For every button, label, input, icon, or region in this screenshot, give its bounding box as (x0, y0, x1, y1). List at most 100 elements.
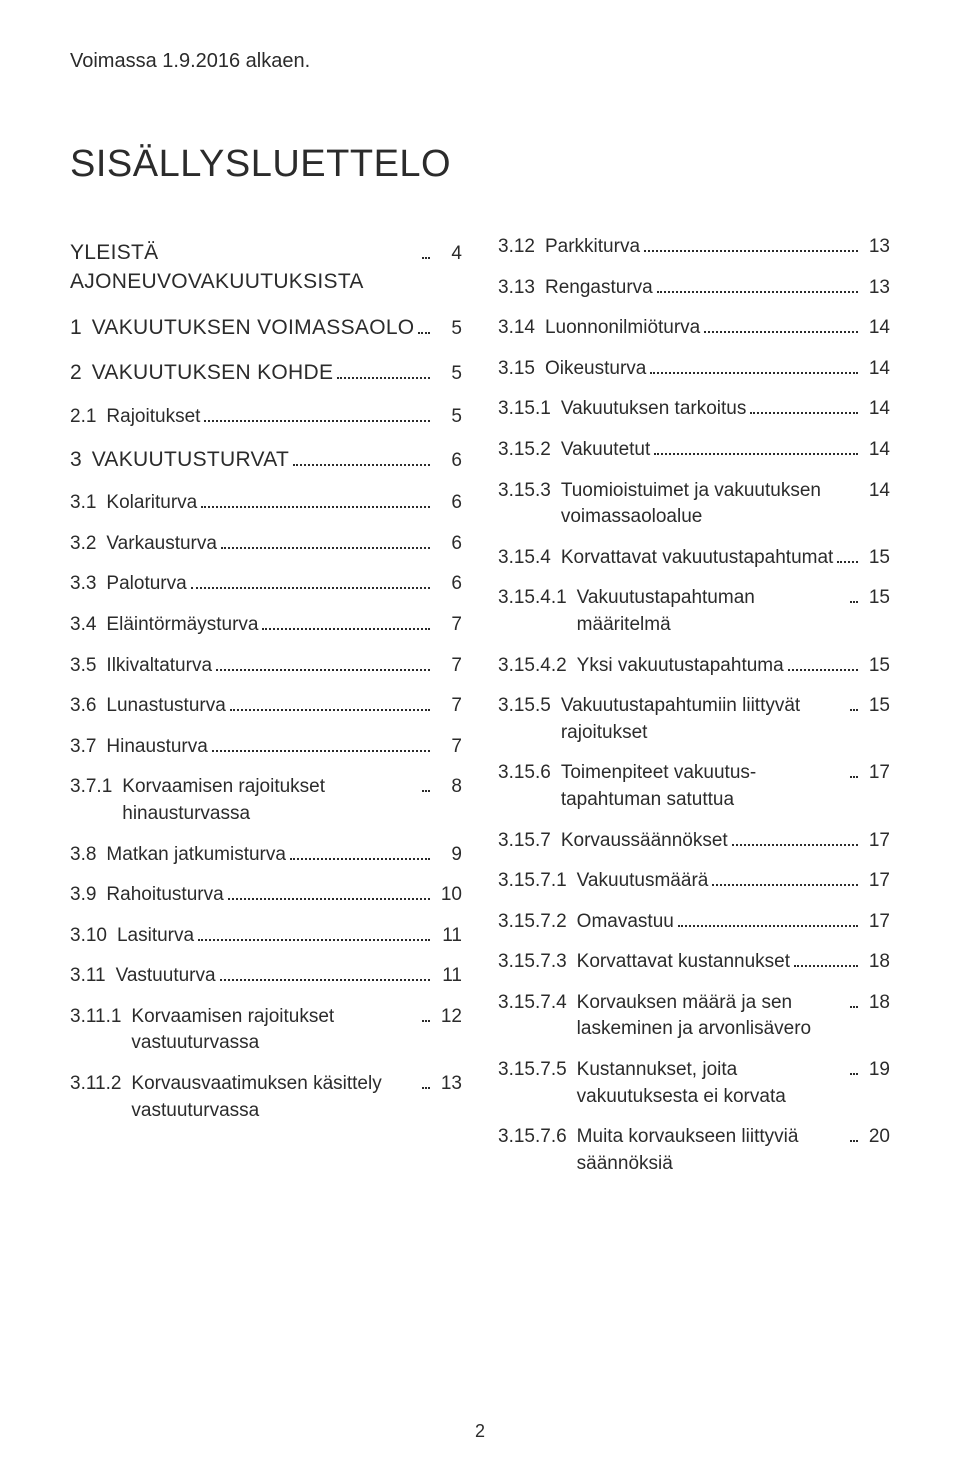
toc-leader (750, 397, 858, 414)
toc-label: Matkan jatkumisturva (106, 842, 286, 869)
toc-title: SISÄLLYSLUETTELO (70, 143, 890, 186)
toc-leader (657, 276, 858, 293)
toc-leader (794, 950, 858, 967)
toc-number: 3 (70, 445, 92, 474)
toc-right-column: 3.12Parkkiturva13 3.13Rengasturva 13 3.14Lu… (498, 234, 890, 1191)
toc-row: 3.15.4Korvattavat vakuutustapahtumat15 (498, 545, 890, 572)
toc-page: 6 (434, 571, 462, 598)
toc-number: 2 (70, 358, 92, 387)
toc-number: 3.13 (498, 275, 545, 302)
toc-row: 3.15.7.4Korvauksen määrä ja sen laskemin… (498, 990, 890, 1043)
toc-page: 15 (862, 585, 890, 612)
toc-row: 3.15.7.3Korvattavat kustannukset18 (498, 949, 890, 976)
toc-row: 3.11Vastuuturva11 (70, 963, 462, 990)
toc-page: 19 (862, 1057, 890, 1084)
toc-page: 17 (862, 868, 890, 895)
toc-number: 3.15.3 (498, 478, 561, 505)
toc-number: 3.6 (70, 693, 106, 720)
toc-row: 3.15.7.1Vakuutusmäärä17 (498, 868, 890, 895)
toc-number: 3.15.7.5 (498, 1057, 577, 1084)
toc-label: Rajoitukset (106, 404, 200, 431)
toc-number: 3.8 (70, 842, 106, 869)
toc-page: 13 (862, 275, 890, 302)
toc-leader (704, 316, 858, 333)
toc-number: 3.15.4.2 (498, 653, 577, 680)
toc-number: 3.14 (498, 315, 545, 342)
toc-number: 3.15.7.6 (498, 1124, 577, 1151)
toc-page: 5 (434, 361, 462, 388)
toc-label: Korvaamisen rajoitukset vastuuturvassa (131, 1004, 418, 1057)
toc-leader (201, 491, 430, 508)
toc-page: 12 (434, 1004, 462, 1031)
toc-leader (678, 910, 858, 927)
toc-number: 3.11 (70, 963, 116, 990)
toc-label: Lunastusturva (106, 693, 225, 720)
toc-page: 13 (862, 234, 890, 261)
toc-label: Vastuuturva (116, 963, 216, 990)
toc-page: 7 (434, 734, 462, 761)
toc-row: 3.15.4.2Yksi vakuutustapahtuma15 (498, 653, 890, 680)
toc-label: Rengasturva (545, 275, 653, 302)
toc-row: 3.15.7.6Muita korvaukseen liittyviä sään… (498, 1124, 890, 1177)
toc-page: 7 (434, 653, 462, 680)
toc-leader (850, 586, 858, 603)
toc-page: 5 (434, 404, 462, 431)
toc-label: Varkausturva (106, 531, 217, 558)
toc-leader (732, 828, 858, 845)
page-number: 2 (0, 1421, 960, 1442)
toc-left-column: Yleistä ajoneuvovakuutuksista4 1Vakuutuks… (70, 234, 462, 1191)
toc-label: Vakuutetut (561, 437, 650, 464)
toc-number: 3.1 (70, 490, 106, 517)
toc-number: 3.15.7.3 (498, 949, 577, 976)
toc-page: 15 (862, 545, 890, 572)
toc-label: Vakuutuksen tarkoitus (561, 396, 747, 423)
toc-number: 3.2 (70, 531, 106, 558)
toc-label: Rahoitusturva (106, 882, 223, 909)
toc-label: Kustannukset, joita vakuutuksesta ei kor… (577, 1057, 846, 1110)
toc-row: 3.2Varkausturva 6 (70, 531, 462, 558)
toc-label: Eläintörmäysturva (106, 612, 258, 639)
toc-number: 3.7 (70, 734, 106, 761)
toc-row: Yleistä ajoneuvovakuutuksista4 (70, 238, 462, 297)
toc-label: Oikeusturva (545, 356, 646, 383)
toc-page: 14 (862, 356, 890, 383)
toc-page: 18 (862, 990, 890, 1017)
toc-leader (644, 235, 858, 252)
toc-leader (418, 317, 430, 334)
toc-number: 3.15.4.1 (498, 585, 577, 612)
toc-number: 3.9 (70, 882, 106, 909)
toc-page: 18 (862, 949, 890, 976)
toc-number: 3.11.1 (70, 1004, 131, 1031)
toc-row: 2.1Rajoitukset5 (70, 404, 462, 431)
toc-label: Korvattavat vakuutustapahtumat (561, 545, 834, 572)
toc-number: 3.5 (70, 653, 106, 680)
toc-label: Paloturva (106, 571, 186, 598)
toc-row: 3.15.4.1Vakuutustapahtuman määritelmä15 (498, 585, 890, 638)
toc-label: Korvausvaatimuksen käsittely vastuuturva… (131, 1071, 418, 1124)
toc-leader (850, 1125, 858, 1142)
toc-number: 1 (70, 313, 92, 342)
toc-row: 3.12Parkkiturva13 (498, 234, 890, 261)
document-page: Voimassa 1.9.2016 alkaen. SISÄLLYSLUETTE… (0, 0, 960, 1466)
toc-row: 3.10Lasiturva11 (70, 923, 462, 950)
toc-row: 3.15.2Vakuutetut14 (498, 437, 890, 464)
toc-leader (198, 924, 430, 941)
toc-page: 14 (862, 396, 890, 423)
toc-number: 3.15.7 (498, 828, 561, 855)
toc-page: 6 (434, 490, 462, 517)
toc-label: Toimenpiteet vakuutus­tapahtuman satuttu… (561, 760, 846, 813)
toc-number: 3.4 (70, 612, 106, 639)
toc-row: 3.15.7.5Kustannukset, joita vakuutuksest… (498, 1057, 890, 1110)
toc-label: Yksi vakuutustapahtuma (577, 653, 784, 680)
toc-number: 3.12 (498, 234, 545, 261)
toc-columns: Yleistä ajoneuvovakuutuksista41Vakuutuks… (70, 234, 890, 1191)
toc-label: Yleistä ajoneuvovakuutuksista (70, 238, 418, 297)
toc-leader (191, 572, 430, 589)
toc-row: 3.15.7.2Omavastuu17 (498, 909, 890, 936)
toc-number: 3.15.7.2 (498, 909, 577, 936)
toc-number: 3.15.6 (498, 760, 561, 787)
toc-leader (850, 1058, 858, 1075)
toc-label: Luonnonilmiöturva (545, 315, 700, 342)
toc-page: 6 (434, 531, 462, 558)
toc-row: 1Vakuutuksen voimassaolo5 (70, 313, 462, 343)
